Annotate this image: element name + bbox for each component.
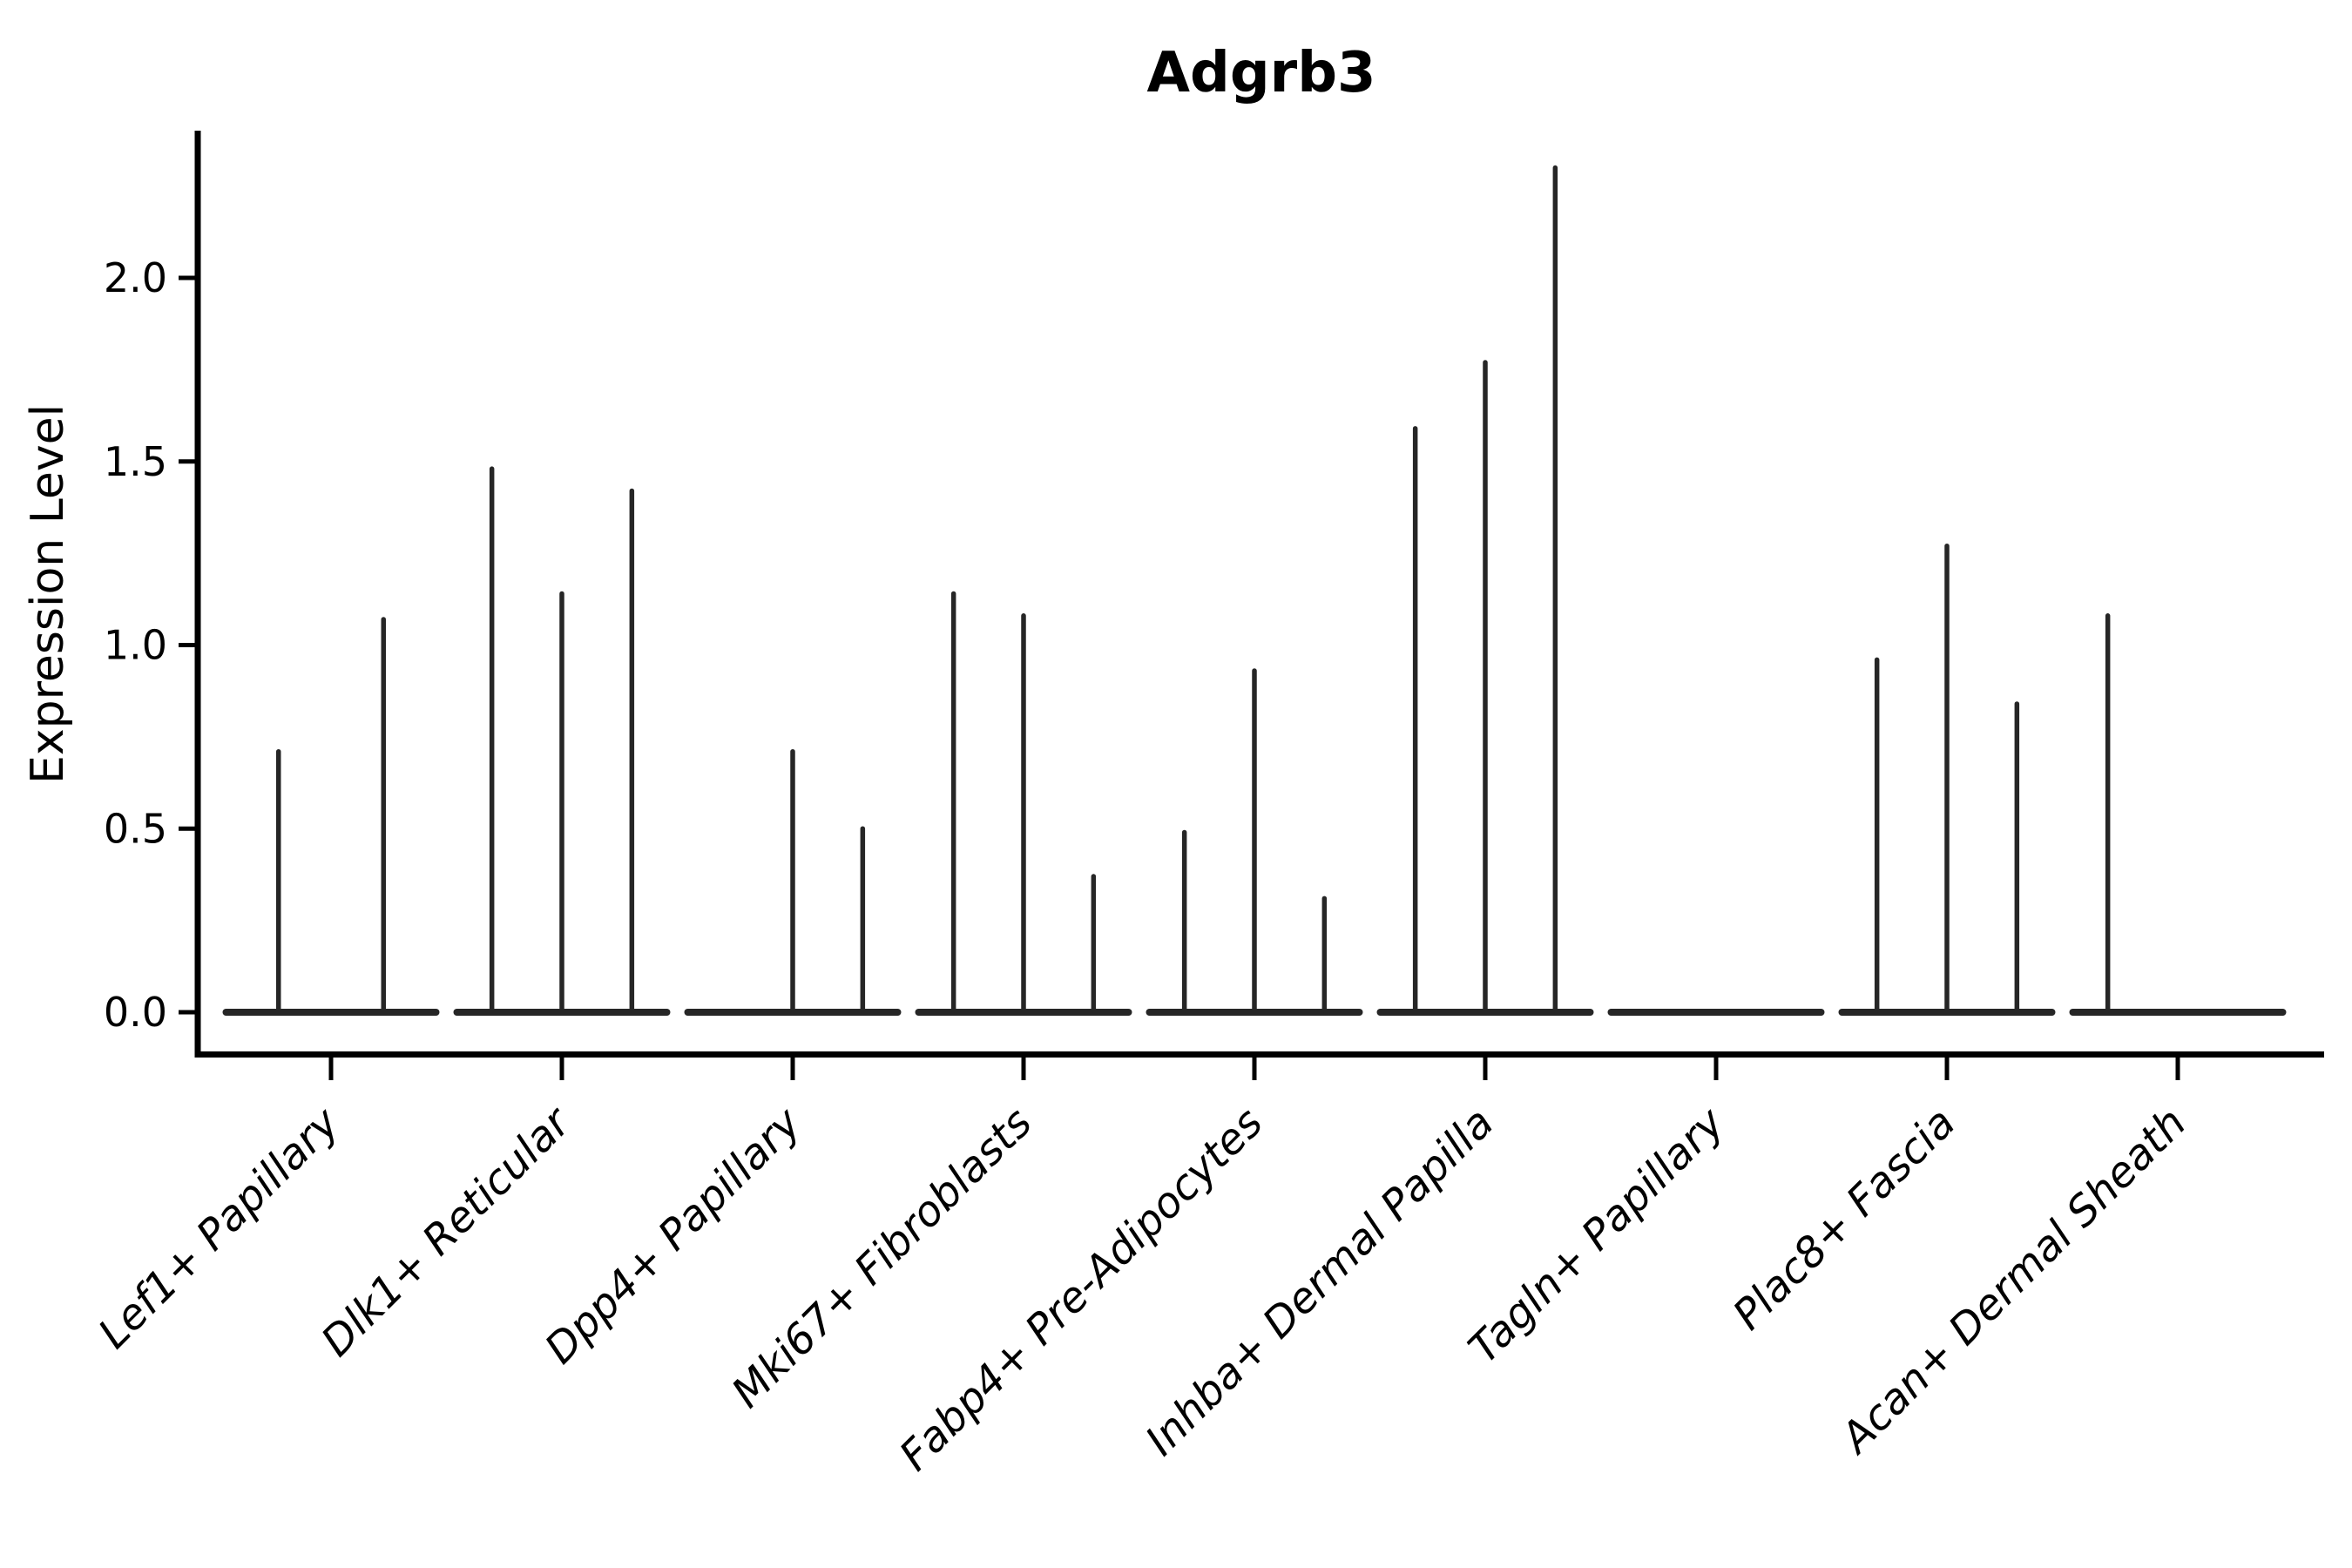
y-axis-label: Expression Level bbox=[22, 404, 74, 784]
x-tick-label: Plac8+ Fascia bbox=[1724, 1098, 1965, 1340]
y-tick-label: 1.0 bbox=[104, 622, 167, 669]
x-tick-label: Fabp4+ Pre-Adipocytes bbox=[890, 1098, 1273, 1481]
x-tick-label: Dpp4+ Papillary bbox=[536, 1098, 811, 1373]
y-tick-label: 0.5 bbox=[104, 805, 167, 852]
y-tick-group: 2.0 1.5 1.0 0.5 0.0 bbox=[104, 254, 195, 1036]
y-tick-label: 0.0 bbox=[104, 989, 167, 1036]
x-tick-label: Lef1+ Papillary bbox=[89, 1098, 349, 1358]
y-tick-label: 2.0 bbox=[104, 254, 167, 301]
x-tick-label: Tagln+ Papillary bbox=[1459, 1098, 1734, 1373]
plot-title: Adgrb3 bbox=[1146, 41, 1375, 105]
x-tick-label: Dlk1+ Reticular bbox=[312, 1097, 582, 1367]
y-tick-label: 1.5 bbox=[104, 438, 167, 485]
violin-group bbox=[222, 165, 2287, 1016]
